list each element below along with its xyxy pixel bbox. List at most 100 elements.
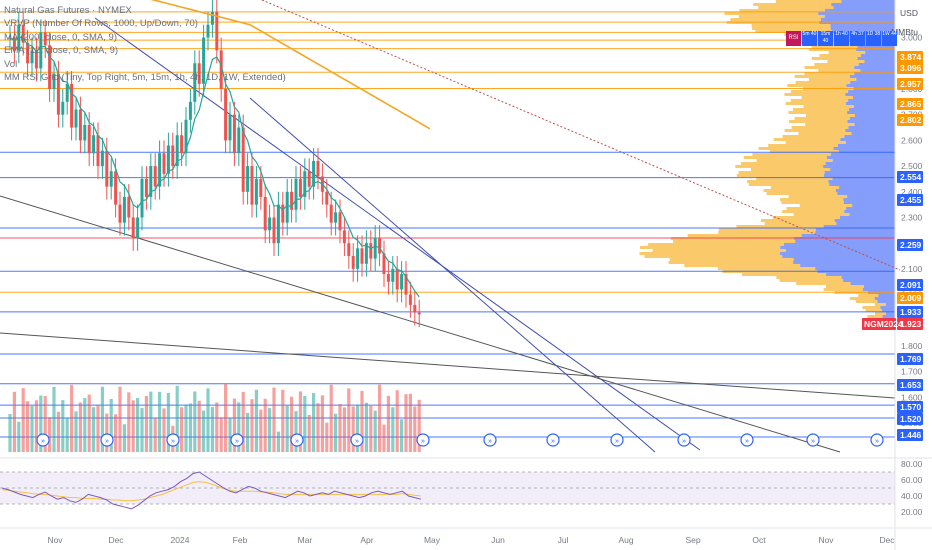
vp-bar-up xyxy=(780,198,844,201)
vp-bar-down xyxy=(831,3,895,6)
vp-bar-down xyxy=(837,192,895,195)
vp-bar-down xyxy=(864,60,895,63)
price-tag xyxy=(897,279,923,291)
candle-body xyxy=(52,73,56,89)
candle-body xyxy=(114,171,118,205)
vp-bar-up xyxy=(858,294,879,297)
candle-body xyxy=(12,37,16,51)
vp-bar-down xyxy=(845,93,895,96)
x-tick-label: Mar xyxy=(298,535,313,545)
vp-bar-up xyxy=(804,72,855,75)
vp-bar-up xyxy=(798,132,852,135)
candle-body xyxy=(307,171,311,187)
vp-bar-up xyxy=(801,96,853,99)
vp-bar-down xyxy=(847,120,895,123)
price-tag-label: 3.874 xyxy=(900,52,922,62)
price-tag xyxy=(897,318,923,330)
vp-bar-up xyxy=(827,60,865,63)
price-tag-label: 1.653 xyxy=(900,380,922,390)
vp-bar-down xyxy=(857,45,895,48)
candle-body xyxy=(246,166,250,192)
candle-body xyxy=(144,178,148,197)
candle-body xyxy=(87,124,91,154)
volume-bar xyxy=(127,392,131,452)
candle-body xyxy=(131,217,135,239)
trendline-lower-black-2 xyxy=(0,332,896,399)
event-marker xyxy=(166,433,180,447)
candle-body xyxy=(109,171,113,187)
vp-bar-up xyxy=(788,195,848,198)
vp-bar-down xyxy=(853,105,895,108)
legend-line-ema[interactable]: EMA (12, close, 0, SMA, 9) xyxy=(4,45,119,57)
volume-bar xyxy=(378,384,382,452)
event-marker-glyph: » xyxy=(171,438,175,445)
volume-bar xyxy=(21,388,25,452)
vp-bar-up xyxy=(736,225,824,228)
vp-bar-down xyxy=(849,117,895,120)
vp-bar-down xyxy=(848,90,895,93)
candle-body xyxy=(56,73,60,115)
price-tag-label: 1.933 xyxy=(900,307,922,317)
vp-bar-down xyxy=(854,123,895,126)
price-tag-label: 1.520 xyxy=(900,414,922,424)
volume-bar xyxy=(26,401,30,452)
candle-body xyxy=(294,178,298,210)
price-tag-label: 1.769 xyxy=(900,354,922,364)
x-tick-label: Nov xyxy=(818,535,834,545)
legend: Natural Gas Futures · NYMEX VRVP (Number… xyxy=(4,4,286,84)
event-marker-glyph: » xyxy=(682,438,686,445)
volume-bar xyxy=(400,419,404,452)
vp-bar-up xyxy=(758,147,834,150)
price-tag-label: 3.096 xyxy=(900,63,922,73)
volume-bar xyxy=(162,408,166,452)
unit-label[interactable]: MMBtu xyxy=(891,27,918,37)
price-tag xyxy=(897,353,923,365)
vp-bar-down xyxy=(885,303,895,306)
vp-bar-up xyxy=(782,135,845,138)
volume-bar xyxy=(360,390,364,452)
legend-line-ma[interactable]: MA (200, close, 0, SMA, 9) xyxy=(4,31,117,43)
event-marker xyxy=(100,433,114,447)
candle-body xyxy=(39,32,43,69)
candle-body xyxy=(127,196,131,218)
legend-line-rsi-grid[interactable]: MM RSI Grid (Tiny, Top Right, 5m, 15m, 1… xyxy=(4,72,286,84)
vp-bar-up xyxy=(856,300,878,303)
price-tag xyxy=(897,239,923,251)
volume-bar xyxy=(96,404,100,452)
vp-bar-up xyxy=(766,192,838,195)
vp-bar-down xyxy=(815,267,895,270)
x-tick-label: Aug xyxy=(618,535,633,545)
volume-bar xyxy=(408,393,412,452)
rsi-grid-cell: RSI xyxy=(786,31,801,46)
candle-body xyxy=(166,145,170,174)
vp-bar-up xyxy=(752,153,831,156)
price-tag-label: 2.802 xyxy=(900,115,922,125)
vp-bar-down xyxy=(828,180,895,183)
vp-bar-down xyxy=(833,147,895,150)
candle-body xyxy=(281,204,285,223)
vp-bar-down xyxy=(829,183,895,186)
vp-bar-up xyxy=(639,252,781,255)
vp-bar-down xyxy=(837,144,895,147)
ticker-tag-label: NGM2024 xyxy=(864,319,903,329)
candle-body xyxy=(26,42,30,64)
vp-bar-down xyxy=(826,156,895,159)
volume-bar xyxy=(166,392,170,452)
candle-body xyxy=(303,171,307,197)
candle-body xyxy=(413,304,417,313)
vp-bar-down xyxy=(849,75,895,78)
volume-bar xyxy=(347,388,351,452)
legend-line-vol[interactable]: Vol xyxy=(4,58,18,70)
price-tag-label: 2.259 xyxy=(900,240,922,250)
volume-bar xyxy=(307,414,311,452)
candle-body xyxy=(193,63,197,102)
vp-bar-up xyxy=(738,15,825,18)
vp-bar-up xyxy=(760,219,835,222)
candle-body xyxy=(250,166,254,205)
legend-line-vrvp[interactable]: VRVP (Number Of Rows, 1000, Up/Down, 70) xyxy=(4,18,198,30)
vp-bar-down xyxy=(840,138,895,141)
vp-bar-down xyxy=(844,135,895,138)
currency-label[interactable]: USD xyxy=(900,8,918,18)
legend-line-symbol[interactable]: Natural Gas Futures · NYMEX xyxy=(4,5,132,16)
vp-bar-up xyxy=(791,126,849,129)
